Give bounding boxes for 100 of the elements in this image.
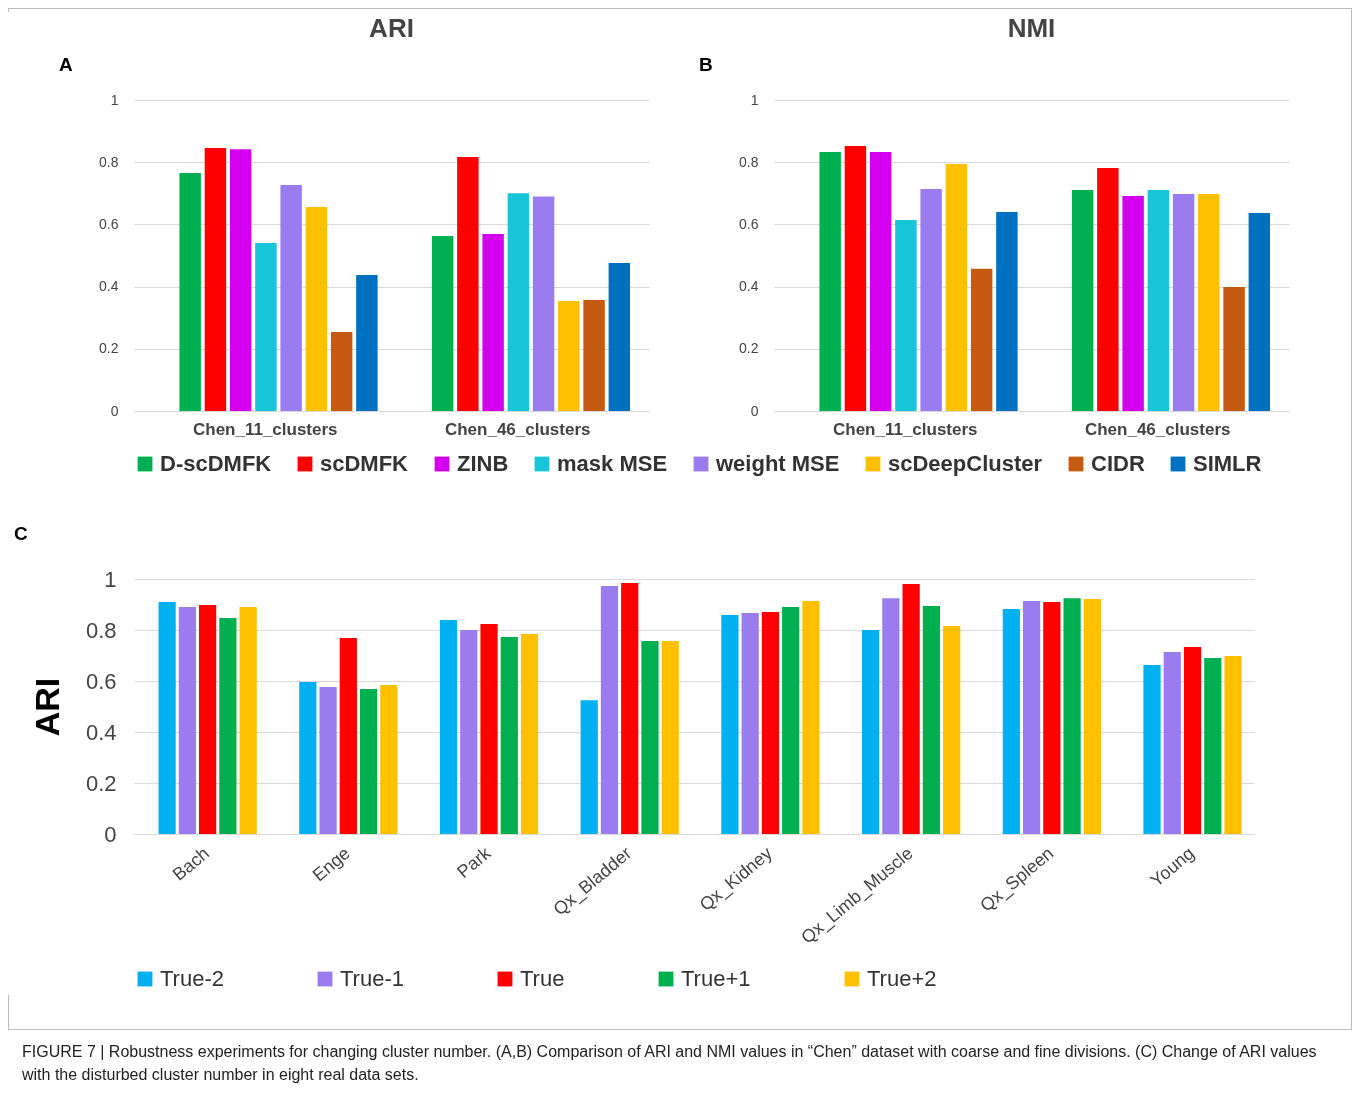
legend-label: weight MSE — [715, 451, 840, 476]
y-tick-label: 0.8 — [85, 617, 117, 643]
y-tick-label: 1 — [750, 91, 759, 108]
bar — [970, 268, 993, 411]
legend-label: True+1 — [681, 966, 751, 991]
bar — [1002, 609, 1020, 834]
bar — [239, 607, 257, 834]
bar — [819, 151, 841, 411]
bar — [945, 164, 968, 411]
bar — [1198, 193, 1220, 411]
bar — [356, 275, 378, 411]
legend-label: scDeepCluster — [888, 451, 1043, 476]
bar — [219, 618, 237, 834]
bar — [299, 682, 317, 834]
text: A — [59, 54, 73, 75]
y-axis-title: ARI — [27, 677, 66, 737]
bar — [204, 147, 227, 411]
bar — [1223, 286, 1245, 411]
bar — [862, 630, 880, 834]
bar — [895, 220, 917, 411]
bar — [922, 606, 941, 834]
bar — [532, 196, 555, 411]
x-tick-label: Chen_46_clusters — [444, 419, 591, 439]
bar — [741, 612, 759, 834]
legend-label: ZINB — [457, 451, 509, 476]
bar — [1071, 189, 1094, 411]
y-tick-label: 0.2 — [99, 340, 119, 357]
bar — [869, 151, 892, 411]
caption: FIGURE 7 | Robustness experiments for changing cluster number. (A,B) Comparison of ARI and NMI values in “Chen” dataset with coarse and fine divisions. (C) Change of ARI values with the disturbed cluster number in eight real data sets. — [22, 1042, 1318, 1086]
bar — [229, 149, 252, 411]
y-tick-label: 1 — [110, 91, 119, 108]
bar — [1163, 651, 1181, 834]
legend-label: scDMFK — [320, 451, 409, 476]
bar — [621, 583, 639, 834]
bar — [902, 584, 920, 834]
bar — [802, 600, 820, 834]
bar — [439, 620, 458, 834]
y-tick-label: 0.4 — [739, 278, 759, 295]
y-tick-label: 0.6 — [739, 215, 759, 232]
legend-label: True — [520, 966, 565, 991]
y-tick-label: 0.4 — [99, 278, 119, 295]
bar — [179, 173, 201, 411]
x-tick-label: Chen_11_clusters — [192, 419, 338, 439]
bar — [520, 634, 539, 834]
bar — [482, 234, 504, 411]
y-tick-label: 0.8 — [99, 153, 119, 170]
bar — [782, 607, 800, 834]
text: B — [699, 54, 713, 75]
text: C — [14, 523, 28, 544]
bar — [431, 235, 454, 411]
bar — [305, 206, 328, 411]
y-tick-label: 0.2 — [85, 770, 117, 796]
legend-label: True+2 — [867, 966, 937, 991]
bar — [1097, 168, 1119, 411]
bar — [158, 601, 176, 834]
y-tick-label: 0.6 — [99, 215, 119, 232]
bar — [280, 184, 302, 411]
x-tick-label: Park — [453, 842, 496, 883]
bar — [558, 300, 580, 411]
bar — [178, 607, 196, 834]
y-tick-label: 1 — [104, 566, 117, 592]
legend-label: CIDR — [1091, 451, 1145, 476]
bar — [608, 262, 631, 411]
y-tick-label: 0.2 — [739, 340, 759, 357]
chart-title: NMI — [1007, 13, 1056, 43]
bar — [507, 193, 530, 411]
bar — [1183, 647, 1202, 834]
bar — [480, 623, 498, 834]
bar — [1224, 656, 1242, 834]
bar — [920, 188, 942, 411]
bar — [1063, 598, 1081, 834]
bar — [380, 685, 398, 834]
bar — [1143, 664, 1161, 834]
chart-title: ARI — [369, 13, 414, 43]
bar — [721, 614, 739, 834]
bar — [1122, 196, 1144, 411]
bar — [1083, 598, 1101, 834]
bar — [500, 636, 518, 834]
bar — [1043, 601, 1061, 834]
bar — [330, 332, 353, 411]
bar — [761, 611, 780, 834]
bar — [1172, 193, 1195, 411]
y-tick-label: 0 — [110, 402, 119, 419]
bar — [661, 640, 679, 834]
y-tick-label: 0.6 — [85, 668, 117, 694]
x-tick-label: Chen_11_clusters — [832, 419, 978, 439]
bar — [319, 687, 337, 834]
legend-label: mask MSE — [557, 451, 668, 476]
legend-label: True-1 — [340, 966, 404, 991]
bar — [1248, 212, 1271, 411]
y-tick-label: 0.4 — [85, 719, 117, 745]
bar — [844, 146, 867, 411]
legend-label: SIMLR — [1193, 451, 1262, 476]
bar — [641, 640, 659, 834]
bar — [339, 637, 357, 834]
bar — [457, 156, 479, 411]
bar — [943, 625, 961, 834]
y-tick-label: 0 — [750, 402, 759, 419]
bar — [580, 700, 598, 834]
bar — [1147, 189, 1170, 411]
